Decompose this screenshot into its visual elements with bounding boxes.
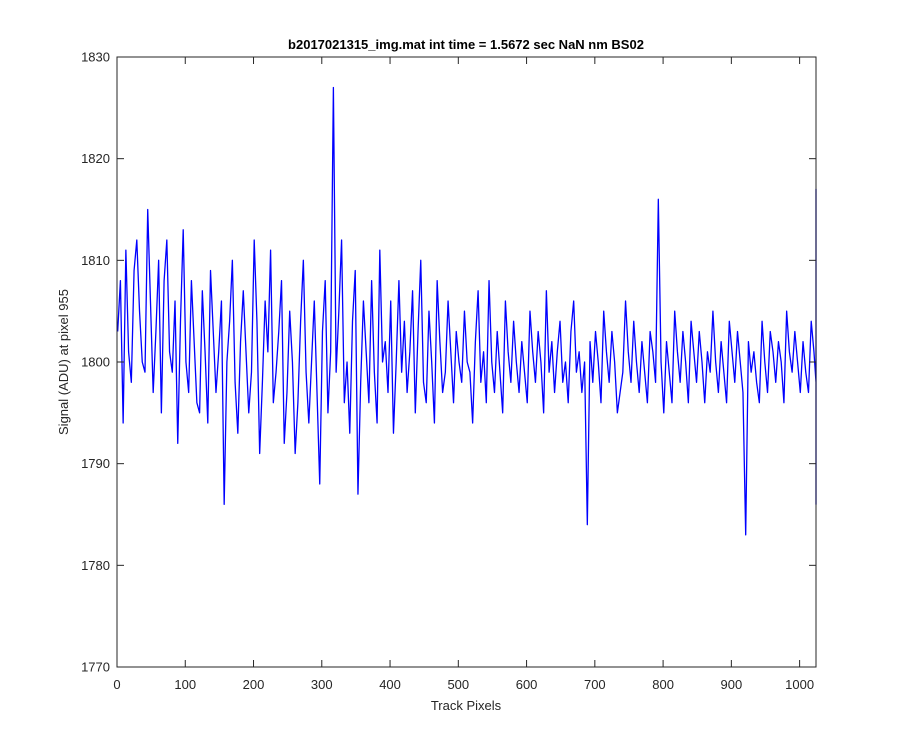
x-tick-label: 300 xyxy=(311,677,333,692)
x-tick-label: 400 xyxy=(379,677,401,692)
y-tick-label: 1820 xyxy=(81,151,110,166)
x-tick-label: 800 xyxy=(652,677,674,692)
y-tick-label: 1780 xyxy=(81,558,110,573)
x-tick-label: 200 xyxy=(243,677,265,692)
x-tick-label: 500 xyxy=(447,677,469,692)
x-tick-label: 900 xyxy=(721,677,743,692)
x-axis-ticks: 0 100 200 300 400 500 600 700 800 900 1000 xyxy=(113,57,814,692)
x-axis-label: Track Pixels xyxy=(431,698,502,713)
x-tick-label: 600 xyxy=(516,677,538,692)
y-tick-label: 1770 xyxy=(81,660,110,675)
x-tick-label: 0 xyxy=(113,677,120,692)
y-axis-label: Signal (ADU) at pixel 955 xyxy=(56,289,71,435)
chart-title: b2017021315_img.mat int time = 1.5672 se… xyxy=(288,37,644,52)
y-tick-label: 1800 xyxy=(81,355,110,370)
y-tick-label: 1830 xyxy=(81,50,110,65)
y-axis-ticks: 1770 1780 1790 1800 1810 1820 1830 xyxy=(81,50,816,675)
x-tick-label: 100 xyxy=(174,677,196,692)
x-tick-label: 700 xyxy=(584,677,606,692)
y-tick-label: 1810 xyxy=(81,253,110,268)
x-tick-label: 1000 xyxy=(785,677,814,692)
y-tick-label: 1790 xyxy=(81,456,110,471)
plot-area xyxy=(117,57,816,667)
